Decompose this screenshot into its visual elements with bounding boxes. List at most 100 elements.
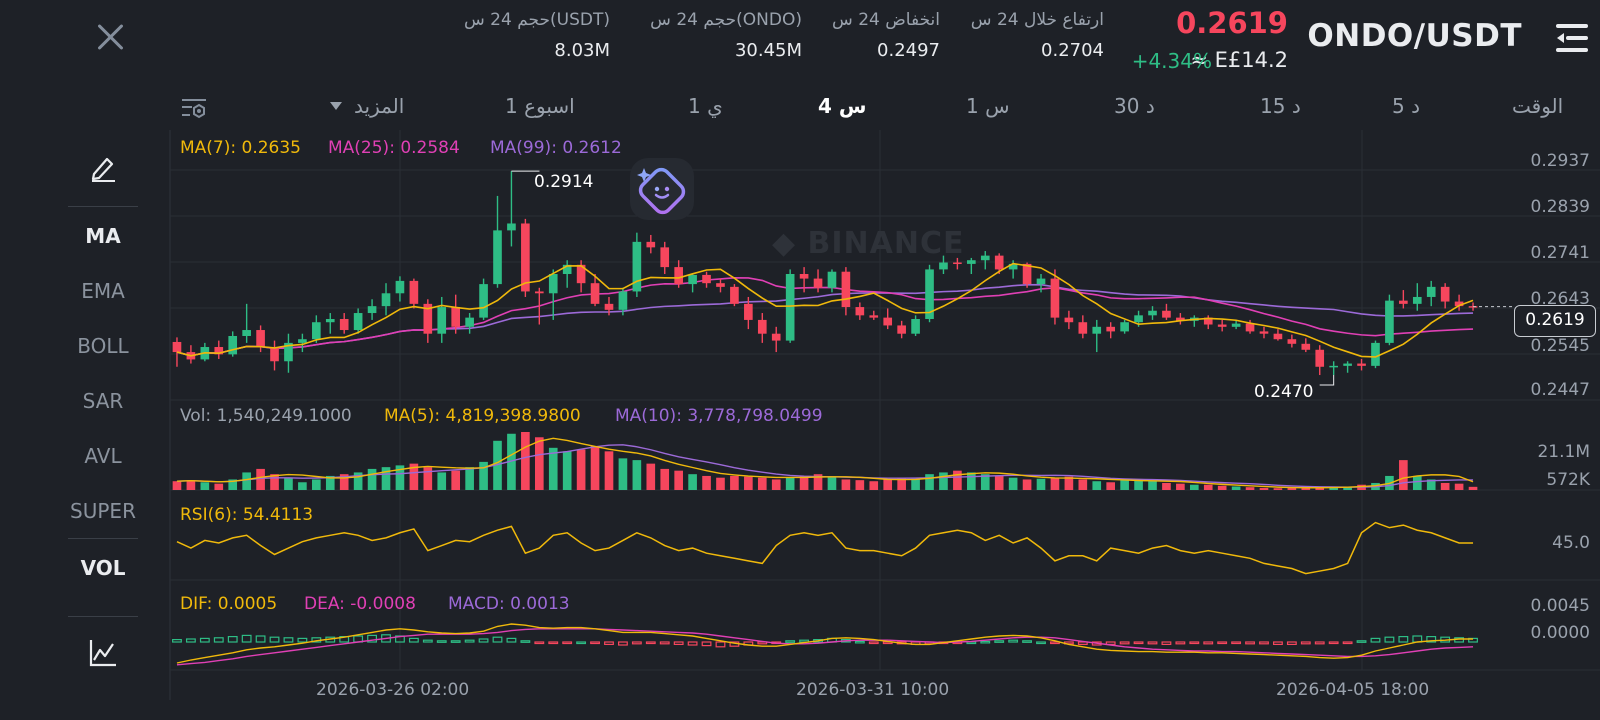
candle-body (688, 274, 697, 285)
sidebar-item-ema[interactable]: EMA (81, 279, 125, 303)
volume-bar (980, 474, 990, 490)
candle-body (1176, 317, 1185, 321)
volume-bar (284, 477, 293, 490)
volume-bar (214, 483, 224, 490)
tab-more[interactable]: المزيد (330, 94, 404, 118)
candle-body (1259, 331, 1269, 334)
volume-bar (785, 477, 795, 490)
candle-body (1203, 317, 1213, 325)
tab-time[interactable]: الوقت (1512, 94, 1564, 118)
volume-bar (618, 458, 628, 490)
volume-bar (1134, 479, 1143, 490)
sidebar-item-ma[interactable]: MA (85, 224, 121, 248)
volume-bar (1287, 487, 1297, 490)
candle-body (465, 317, 474, 327)
volume-bar (771, 479, 781, 490)
macd-bar (576, 641, 587, 645)
sidebar-item-vol[interactable]: VOL (80, 556, 126, 580)
macd-bar (297, 637, 308, 643)
macd-bar (1286, 641, 1297, 646)
candle-body (716, 283, 725, 287)
volume-bar (1078, 479, 1088, 490)
price-tick: 0.2937 (1530, 151, 1590, 171)
volume-bar (562, 451, 572, 490)
tab-15m[interactable]: 15 د (1260, 94, 1301, 118)
low-marker (1319, 375, 1335, 386)
tab-1w[interactable]: 1 اسبوع (505, 94, 575, 118)
tab-1d[interactable]: 1 ي (688, 94, 723, 118)
macd-bar (1384, 636, 1395, 643)
volume-bar (1106, 482, 1116, 490)
rsi-line (176, 521, 1474, 575)
volume-bar (242, 472, 251, 490)
volume-bar (590, 446, 600, 490)
high-price-label: 0.2914 (534, 172, 594, 192)
macd-tick: 0.0045 (1530, 596, 1590, 616)
menu-icon[interactable] (1556, 24, 1588, 52)
candle-body (1343, 363, 1352, 366)
volume-bar (911, 478, 920, 490)
volume-bar (1426, 479, 1436, 490)
volume-bar (548, 447, 558, 490)
sidebar-item-avl[interactable]: AVL (84, 444, 122, 468)
tab-1h[interactable]: 1 س (966, 94, 1010, 118)
indicator-chart-icon[interactable] (88, 638, 118, 668)
volume-bar (1217, 485, 1227, 490)
ma25-label: MA(25): 0.2584 (328, 138, 460, 158)
sidebar-item-boll[interactable]: BOLL (77, 334, 129, 358)
macd-bar (478, 638, 489, 643)
candle-body (771, 333, 781, 341)
stat-24h-vol-ondo: حجم 24 س(ONDO) 30.45M (650, 10, 802, 61)
candle-body (507, 223, 516, 231)
macd-bar (506, 637, 517, 643)
candle-body (298, 339, 307, 343)
sidebar-item-sar[interactable]: SAR (82, 389, 124, 413)
ai-assistant-button[interactable] (630, 158, 694, 220)
volume-bar (1315, 487, 1325, 490)
candle-body (1371, 342, 1380, 366)
candle-body (1245, 323, 1255, 332)
candle-body (967, 260, 976, 264)
candle-body (1050, 278, 1060, 318)
volume-bar (381, 467, 391, 490)
volume-bar (967, 472, 976, 490)
candle-body (590, 283, 600, 304)
volume-bar (813, 474, 823, 490)
volume-bar (1092, 481, 1102, 490)
macd-bar (1328, 641, 1339, 645)
volume-bar (1162, 482, 1171, 490)
volume-bar (465, 467, 474, 490)
macd-bar (1189, 641, 1200, 645)
volume-bar (1412, 475, 1422, 490)
macd-bar (213, 637, 224, 643)
candle-body (632, 241, 642, 292)
volume-bar (521, 432, 530, 490)
volume-bar (1468, 486, 1478, 490)
time-tick: 2026-03-31 10:00 (796, 680, 950, 700)
candle-body (674, 267, 683, 285)
price-tick: 0.2839 (1530, 197, 1590, 217)
macd-bar (785, 640, 796, 643)
macd-bar (408, 637, 419, 643)
candle-body (1385, 300, 1394, 343)
volume-bar (1022, 479, 1032, 490)
volume-bar (1399, 460, 1408, 490)
macd-bar (534, 641, 545, 645)
macd-bar (185, 638, 196, 643)
macd-bar (1119, 641, 1130, 645)
candle-body (423, 303, 433, 334)
volume-bar (186, 480, 196, 490)
macd-bar (227, 635, 238, 643)
chart-settings-icon[interactable] (180, 97, 208, 121)
vol-ma5-label: MA(5): 4,819,398.9800 (384, 406, 581, 426)
tab-30m[interactable]: 30 د (1114, 94, 1155, 118)
candle-body (1036, 278, 1046, 285)
macd-bar (367, 634, 377, 643)
tab-4h[interactable]: 4 س (818, 94, 867, 118)
macd-bar (715, 641, 726, 648)
pair-title[interactable]: ONDO/USDT (1307, 18, 1522, 54)
tab-5m[interactable]: 5 د (1392, 94, 1420, 118)
sidebar-item-super[interactable]: SUPER (70, 499, 136, 523)
draw-pencil-icon[interactable] (88, 152, 118, 182)
